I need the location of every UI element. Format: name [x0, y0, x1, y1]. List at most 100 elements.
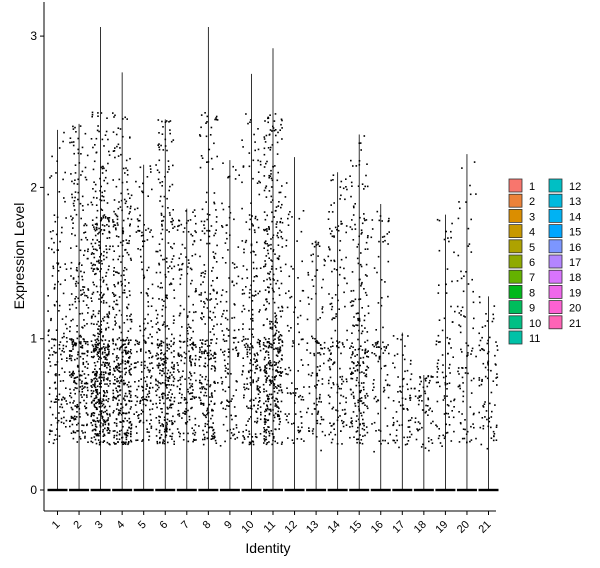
data-point: [490, 437, 493, 439]
data-point: [208, 214, 211, 216]
data-point: [279, 421, 281, 423]
data-point: [496, 376, 499, 379]
data-point: [280, 358, 283, 360]
data-point: [195, 439, 197, 441]
data-point: [226, 318, 229, 321]
data-point: [289, 369, 292, 372]
data-point: [323, 347, 326, 349]
data-point: [266, 233, 269, 235]
data-point: [149, 165, 152, 167]
data-point: [96, 224, 98, 226]
data-point: [339, 198, 341, 200]
data-point: [203, 301, 205, 303]
data-point: [190, 385, 192, 387]
data-point: [102, 398, 104, 400]
data-point: [362, 418, 364, 421]
data-point: [352, 205, 355, 208]
data-point: [139, 166, 142, 169]
data-point: [465, 271, 467, 273]
data-point: [173, 350, 175, 352]
data-point: [123, 349, 126, 352]
y-tick-label: 1: [30, 332, 37, 346]
data-point: [157, 346, 159, 349]
data-point: [122, 412, 124, 415]
data-point: [332, 363, 334, 366]
data-point: [332, 383, 335, 386]
data-point: [52, 338, 55, 341]
data-point: [353, 397, 355, 399]
data-point: [490, 416, 493, 418]
data-point: [365, 241, 368, 244]
data-point: [51, 338, 53, 340]
data-point: [120, 331, 123, 334]
data-point: [285, 182, 288, 184]
data-point: [333, 362, 336, 364]
data-point: [139, 419, 142, 422]
data-point: [98, 406, 101, 408]
data-point: [179, 432, 181, 435]
data-point: [206, 345, 209, 347]
data-point: [393, 439, 396, 442]
data-point: [71, 196, 74, 199]
data-point: [74, 126, 76, 129]
data-point: [124, 267, 126, 269]
legend-item-14: 14: [548, 208, 581, 223]
data-point: [181, 417, 183, 419]
data-point: [259, 349, 262, 352]
data-point: [158, 431, 161, 434]
data-point: [111, 292, 114, 294]
data-point: [159, 249, 161, 252]
data-point: [359, 263, 362, 266]
data-point: [357, 348, 360, 351]
data-point: [486, 342, 489, 345]
data-point: [104, 405, 107, 408]
data-point: [96, 338, 99, 340]
data-point: [278, 374, 281, 377]
data-point: [349, 226, 352, 228]
data-point: [169, 214, 171, 216]
data-point: [82, 358, 84, 360]
data-point: [72, 222, 74, 224]
data-point: [191, 279, 193, 282]
data-point: [417, 397, 419, 399]
data-point: [277, 131, 279, 134]
data-point: [171, 267, 173, 270]
data-point: [268, 408, 270, 411]
data-point: [490, 369, 492, 372]
data-point: [115, 434, 118, 437]
data-point: [278, 335, 281, 338]
data-point: [268, 432, 271, 435]
data-point: [402, 408, 405, 410]
data-point: [213, 351, 216, 354]
data-point: [445, 283, 447, 286]
data-point: [468, 243, 471, 245]
data-point: [171, 258, 174, 260]
data-point: [93, 362, 96, 364]
data-point: [263, 435, 266, 437]
data-point: [105, 245, 107, 247]
data-point: [265, 438, 268, 441]
data-point: [453, 406, 455, 408]
data-point: [109, 372, 111, 374]
data-point: [211, 394, 213, 397]
data-point: [199, 399, 202, 402]
data-point: [482, 425, 485, 427]
data-point: [134, 208, 136, 211]
data-point: [334, 433, 337, 436]
data-point: [357, 399, 359, 402]
data-point: [371, 228, 374, 230]
data-point: [231, 418, 233, 421]
data-point: [49, 231, 52, 233]
data-point: [77, 178, 79, 181]
data-point: [478, 379, 481, 381]
data-point: [360, 252, 362, 254]
data-point: [264, 240, 267, 242]
data-point: [163, 358, 165, 360]
data-point: [155, 309, 157, 312]
data-point: [209, 426, 211, 428]
data-point: [108, 220, 110, 223]
data-point: [113, 270, 115, 272]
data-point: [263, 429, 266, 431]
data-point: [273, 436, 275, 438]
data-point: [438, 428, 440, 430]
